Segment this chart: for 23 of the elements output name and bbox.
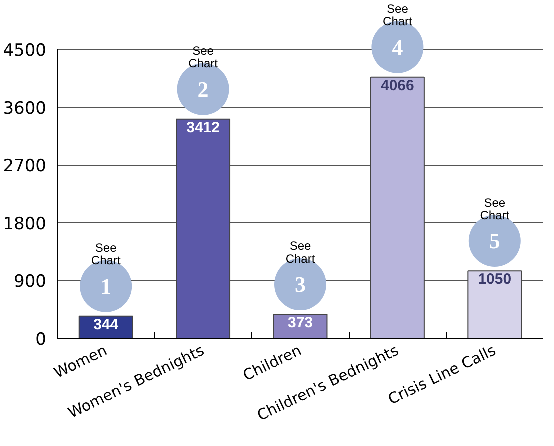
annotation: See Chart bbox=[286, 239, 316, 266]
bar bbox=[468, 270, 522, 338]
annotation: See Chart bbox=[480, 196, 510, 222]
annotation: 4 bbox=[392, 34, 404, 60]
y-tick-label: 900 bbox=[14, 272, 47, 292]
bar bbox=[370, 76, 425, 338]
annotation: See Chart bbox=[91, 241, 122, 268]
text: See Chart bbox=[383, 2, 414, 29]
annotation: 2 bbox=[198, 76, 209, 102]
y-tick-label: 0 bbox=[36, 330, 47, 350]
annotation: 1 bbox=[100, 274, 112, 299]
annotation: 3 bbox=[295, 272, 306, 298]
data-label: 344 bbox=[94, 316, 120, 334]
data-label: 1050 bbox=[478, 271, 512, 288]
y-tick-label: 1800 bbox=[3, 214, 46, 234]
annotation: 5 bbox=[489, 228, 500, 254]
data-label: 4066 bbox=[381, 77, 414, 94]
data-label: 373 bbox=[288, 314, 314, 332]
bar bbox=[176, 118, 231, 338]
y-tick-label: 3600 bbox=[3, 98, 46, 119]
y-tick-label: 2700 bbox=[3, 156, 46, 177]
y-tick-label: 4500 bbox=[3, 41, 46, 61]
data-label: 3412 bbox=[186, 119, 220, 136]
